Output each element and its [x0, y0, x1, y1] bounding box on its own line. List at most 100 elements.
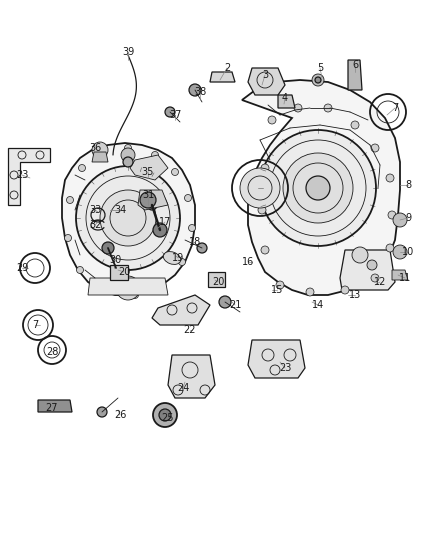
Text: 31: 31 — [142, 190, 154, 200]
Circle shape — [92, 142, 108, 158]
Circle shape — [67, 197, 74, 204]
Circle shape — [315, 77, 321, 83]
Text: 5: 5 — [317, 63, 323, 73]
Circle shape — [100, 190, 156, 246]
Text: 3: 3 — [262, 70, 268, 80]
Text: 10: 10 — [402, 247, 414, 257]
Text: 22: 22 — [184, 325, 196, 335]
Text: 19: 19 — [172, 253, 184, 263]
Text: 24: 24 — [177, 383, 189, 393]
Polygon shape — [138, 190, 168, 210]
Circle shape — [124, 144, 131, 151]
Circle shape — [219, 296, 231, 308]
Circle shape — [306, 176, 330, 200]
Text: 37: 37 — [169, 110, 181, 120]
Circle shape — [102, 287, 109, 294]
Text: 8: 8 — [405, 180, 411, 190]
Circle shape — [371, 144, 379, 152]
Text: 32: 32 — [89, 220, 101, 230]
Text: 9: 9 — [405, 213, 411, 223]
Polygon shape — [92, 152, 108, 162]
Circle shape — [102, 242, 114, 254]
Circle shape — [260, 130, 376, 246]
Circle shape — [261, 246, 269, 254]
Text: 12: 12 — [374, 277, 386, 287]
Text: 13: 13 — [349, 290, 361, 300]
Polygon shape — [130, 155, 168, 180]
Text: 15: 15 — [271, 285, 283, 295]
Polygon shape — [278, 95, 295, 108]
Polygon shape — [348, 60, 362, 90]
Circle shape — [123, 157, 133, 167]
Circle shape — [189, 84, 201, 96]
Text: 21: 21 — [229, 300, 241, 310]
Circle shape — [121, 148, 135, 162]
Polygon shape — [248, 340, 305, 378]
Text: 33: 33 — [89, 205, 101, 215]
Circle shape — [131, 292, 138, 298]
Polygon shape — [242, 80, 400, 295]
Text: 35: 35 — [142, 167, 154, 177]
Circle shape — [184, 195, 191, 201]
Polygon shape — [152, 295, 210, 325]
Circle shape — [258, 206, 266, 214]
Text: 30: 30 — [109, 255, 121, 265]
Text: 7: 7 — [32, 320, 38, 330]
Circle shape — [165, 107, 175, 117]
Text: 23: 23 — [16, 170, 28, 180]
Circle shape — [179, 259, 186, 265]
Polygon shape — [168, 355, 215, 398]
Text: 7: 7 — [392, 103, 398, 113]
Text: 39: 39 — [122, 47, 134, 57]
Circle shape — [386, 244, 394, 252]
Circle shape — [76, 166, 180, 270]
Circle shape — [97, 407, 107, 417]
Circle shape — [188, 224, 195, 231]
Circle shape — [388, 211, 396, 219]
Circle shape — [153, 223, 167, 237]
Circle shape — [283, 153, 353, 223]
Circle shape — [64, 235, 71, 241]
Circle shape — [153, 403, 177, 427]
Text: 38: 38 — [194, 87, 206, 97]
Polygon shape — [340, 250, 395, 290]
Circle shape — [324, 104, 332, 112]
Polygon shape — [248, 68, 285, 95]
Text: 34: 34 — [114, 205, 126, 215]
Circle shape — [116, 276, 140, 300]
Circle shape — [122, 282, 134, 294]
Ellipse shape — [163, 252, 181, 264]
Text: 25: 25 — [161, 413, 173, 423]
Text: 18: 18 — [189, 237, 201, 247]
Circle shape — [140, 192, 156, 208]
Text: 23: 23 — [279, 363, 291, 373]
Text: 16: 16 — [242, 257, 254, 267]
Circle shape — [294, 104, 302, 112]
Circle shape — [312, 74, 324, 86]
Circle shape — [152, 151, 159, 158]
Polygon shape — [392, 270, 408, 280]
Text: 2: 2 — [224, 63, 230, 73]
Circle shape — [77, 266, 84, 273]
Circle shape — [268, 116, 276, 124]
Circle shape — [78, 165, 85, 172]
Circle shape — [341, 286, 349, 294]
Circle shape — [276, 281, 284, 289]
Text: 26: 26 — [114, 410, 126, 420]
Circle shape — [367, 260, 377, 270]
Circle shape — [159, 281, 166, 288]
Circle shape — [147, 200, 157, 210]
Circle shape — [393, 245, 407, 259]
Polygon shape — [38, 400, 72, 412]
Circle shape — [99, 149, 106, 156]
Circle shape — [386, 174, 394, 182]
Polygon shape — [88, 278, 168, 295]
Text: 4: 4 — [282, 93, 288, 103]
Circle shape — [261, 164, 269, 172]
Circle shape — [351, 121, 359, 129]
Text: 28: 28 — [46, 347, 58, 357]
Circle shape — [240, 168, 280, 208]
Circle shape — [159, 409, 171, 421]
Text: 20: 20 — [118, 267, 130, 277]
Text: 20: 20 — [212, 277, 224, 287]
